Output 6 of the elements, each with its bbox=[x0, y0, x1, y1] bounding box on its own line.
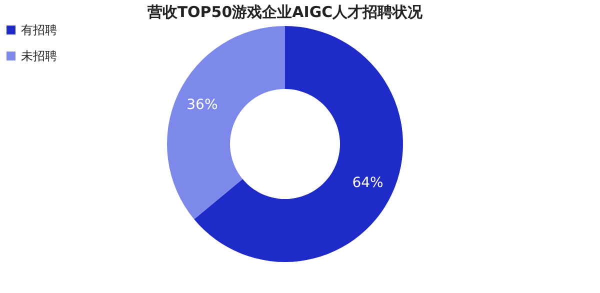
data-label: 36% bbox=[186, 97, 218, 114]
donut-slice bbox=[167, 26, 285, 220]
chart-title: 营收TOP50游戏企业AIGC人才招聘状况 bbox=[146, 3, 424, 21]
legend-label: 有招聘 bbox=[21, 23, 57, 37]
legend-label: 未招聘 bbox=[21, 49, 57, 63]
data-label: 64% bbox=[352, 174, 384, 191]
